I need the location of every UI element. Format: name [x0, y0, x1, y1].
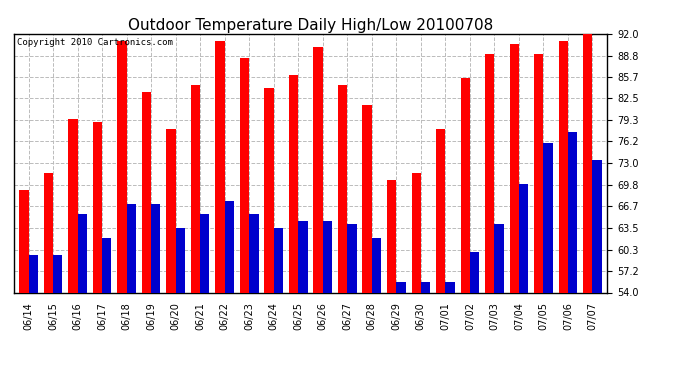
Bar — [387, 180, 396, 292]
Bar — [249, 214, 259, 292]
Bar — [126, 204, 136, 292]
Bar — [264, 88, 274, 292]
Bar — [289, 75, 298, 292]
Bar — [510, 44, 519, 292]
Bar — [583, 34, 593, 292]
Bar — [313, 47, 323, 292]
Bar — [559, 40, 568, 292]
Bar — [53, 255, 62, 292]
Bar — [166, 129, 176, 292]
Bar — [338, 85, 347, 292]
Bar — [445, 282, 455, 292]
Bar — [274, 228, 283, 292]
Bar — [411, 173, 421, 292]
Bar — [460, 78, 470, 292]
Text: Copyright 2010 Cartronics.com: Copyright 2010 Cartronics.com — [17, 38, 172, 46]
Bar — [92, 122, 102, 292]
Bar — [519, 183, 529, 292]
Bar — [323, 221, 332, 292]
Bar — [568, 132, 578, 292]
Bar — [19, 190, 28, 292]
Bar — [77, 214, 87, 292]
Bar — [396, 282, 406, 292]
Bar — [43, 173, 53, 292]
Bar — [534, 54, 544, 292]
Bar — [298, 221, 308, 292]
Bar — [485, 54, 495, 292]
Bar — [117, 40, 126, 292]
Bar — [544, 143, 553, 292]
Bar — [176, 228, 185, 292]
Bar — [372, 238, 381, 292]
Bar — [436, 129, 445, 292]
Bar — [102, 238, 111, 292]
Bar — [347, 224, 357, 292]
Bar — [191, 85, 200, 292]
Bar — [470, 252, 479, 292]
Title: Outdoor Temperature Daily High/Low 20100708: Outdoor Temperature Daily High/Low 20100… — [128, 18, 493, 33]
Bar — [593, 160, 602, 292]
Bar — [142, 92, 151, 292]
Bar — [421, 282, 430, 292]
Bar — [225, 201, 234, 292]
Bar — [362, 105, 372, 292]
Bar — [68, 119, 77, 292]
Bar — [200, 214, 210, 292]
Bar — [28, 255, 38, 292]
Bar — [495, 224, 504, 292]
Bar — [151, 204, 161, 292]
Bar — [240, 58, 249, 292]
Bar — [215, 40, 225, 292]
